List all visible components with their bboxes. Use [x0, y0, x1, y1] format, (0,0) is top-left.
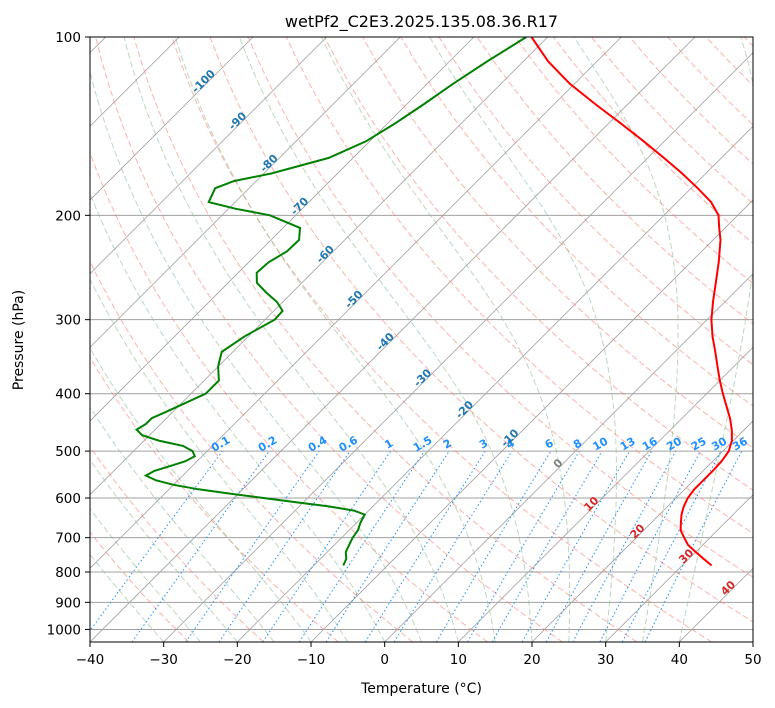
moist-adiabat-line	[90, 459, 238, 642]
x-tick-label: 50	[744, 652, 761, 668]
dry-adiabat-line	[209, 37, 753, 623]
chart-title: wetPf2_C2E3.2025.135.08.36.R17	[285, 12, 558, 32]
y-tick-label: 400	[55, 387, 81, 403]
moist-adiabat-line	[678, 37, 753, 642]
y-axis: 100 200 300 400 500 600 700 800 900 1000	[47, 30, 90, 638]
dry-adiabat-line	[171, 37, 712, 642]
moist-adiabat-line	[90, 70, 422, 642]
x-tick-label: 0	[380, 652, 389, 668]
y-tick-label: 600	[55, 491, 81, 507]
x-tick-label: 40	[671, 652, 688, 668]
x-tick-label: 30	[597, 652, 614, 668]
x-tick-label: 20	[523, 652, 540, 668]
y-tick-label: 200	[55, 208, 81, 224]
y-tick-label: 1000	[47, 622, 81, 638]
mixing-ratio-line	[325, 450, 450, 642]
x-tick-label: −40	[76, 652, 105, 668]
isotherm-line	[531, 420, 753, 642]
dry-adiabat-line	[362, 37, 753, 449]
moist-adiabat-line	[123, 37, 459, 642]
background-lines	[90, 37, 753, 642]
isotherm-line	[90, 37, 401, 348]
dry-adiabat-line	[247, 37, 753, 578]
moist-adiabat-line	[90, 192, 386, 642]
mixing-ratio-line	[262, 450, 392, 642]
dry-adiabat-line	[133, 37, 638, 642]
isotherm-line	[90, 37, 548, 496]
dry-adiabat-line	[514, 37, 753, 285]
temperature-line	[530, 37, 733, 567]
dry-adiabat-line	[438, 37, 753, 366]
x-tick-label: −10	[297, 652, 326, 668]
mixing-ratio-line	[393, 450, 513, 642]
dry-adiabat-line	[285, 37, 753, 534]
isotherm-line	[458, 346, 753, 642]
isotherm-line	[90, 37, 254, 201]
dry-adiabat-line	[90, 531, 190, 642]
x-axis: −40 −30 −20 −10 0 10 20 30 40 50	[76, 642, 762, 668]
mixing-ratio-line	[185, 450, 320, 642]
isotherm-line	[237, 125, 753, 642]
y-tick-label: 500	[55, 444, 81, 460]
mixing-ratio-line	[545, 450, 653, 642]
y-tick-label: 900	[55, 595, 81, 611]
dry-adiabat-line	[90, 260, 414, 642]
mixing-ratio-line	[521, 450, 630, 642]
x-tick-label: −30	[149, 652, 178, 668]
dry-adiabat-line	[90, 445, 264, 642]
dry-adiabat-line	[90, 151, 488, 642]
moist-adiabat-line	[90, 277, 349, 642]
mixing-ratio-line	[298, 450, 425, 642]
x-tick-label: 10	[450, 652, 467, 668]
mixing-ratio-line	[131, 450, 270, 642]
plot-frame	[89, 36, 754, 643]
dry-adiabat-line	[95, 37, 563, 642]
y-tick-label: 100	[55, 30, 81, 46]
isotherm-line	[90, 37, 327, 275]
x-tick-label: −20	[223, 652, 252, 668]
y-tick-label: 700	[55, 531, 81, 547]
y-tick-label: 300	[55, 313, 81, 329]
moist-adiabat-line	[90, 553, 165, 642]
moist-adiabat-line	[90, 507, 201, 642]
moist-adiabat-line	[429, 37, 617, 642]
moist-adiabat-line	[238, 37, 533, 642]
isotherm-line	[384, 273, 753, 642]
mixing-ratio-line	[644, 450, 743, 642]
mixing-ratio-line	[572, 450, 677, 642]
y-axis-label: Pressure (hPa)	[11, 290, 27, 390]
moist-adiabat-line	[321, 37, 571, 642]
isotherm-line	[90, 37, 622, 569]
x-axis-label: Temperature (°C)	[360, 681, 482, 697]
mixing-ratio-line	[218, 450, 351, 642]
moist-adiabat-line	[573, 37, 679, 642]
moist-adiabat-line	[90, 406, 275, 642]
isotherm-line	[605, 494, 753, 642]
y-tick-label: 800	[55, 565, 81, 581]
data-lines	[134, 37, 733, 567]
mixing-ratio-line	[90, 450, 223, 632]
moist-adiabat-line	[174, 37, 496, 642]
isotherm-line	[163, 52, 753, 642]
dry-adiabat-line	[400, 37, 753, 407]
dewpoint-line	[134, 37, 527, 566]
